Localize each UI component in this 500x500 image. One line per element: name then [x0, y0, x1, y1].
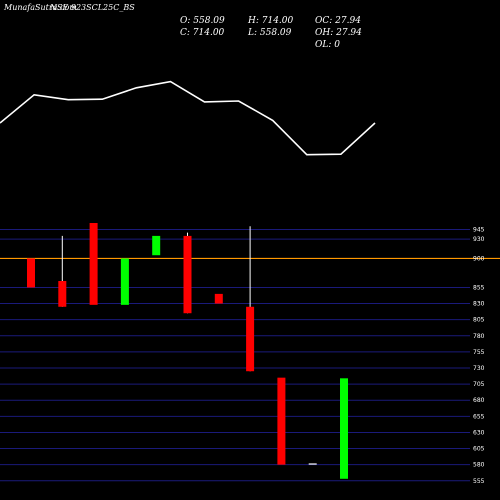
y-tick-label: 855	[473, 284, 485, 291]
candle-layer	[27, 223, 348, 479]
candle-body	[183, 235, 192, 314]
y-tick-label: 630	[473, 429, 485, 436]
candle-body	[120, 258, 129, 305]
y-tick-label: 680	[473, 397, 485, 404]
series-line	[0, 80, 376, 156]
ol-value: OL: 0	[315, 40, 340, 50]
candle-body	[58, 281, 67, 307]
y-tick-label: 730	[473, 365, 485, 372]
watermark: MunafaSutra.com	[3, 3, 77, 12]
oc-value: OC: 27.94	[315, 16, 361, 26]
y-tick-label: 780	[473, 333, 485, 340]
y-tick-label: 705	[473, 381, 485, 388]
low-value: L: 558.09	[247, 28, 292, 38]
y-tick-label: 755	[473, 349, 485, 356]
y-tick-label: 900	[473, 255, 485, 262]
candle-body	[89, 223, 98, 305]
line-layer	[0, 80, 376, 156]
candle-body	[27, 258, 35, 288]
tick-layer: 945 930 900 855 830 805 780 755 730 705 680 655 630 6…	[473, 226, 485, 484]
y-tick-label: 655	[473, 413, 485, 420]
high-value: H: 714.00	[247, 16, 294, 26]
y-tick-label: 555	[473, 478, 485, 485]
open-value: O: 558.09	[180, 16, 225, 26]
candle-body	[277, 377, 286, 465]
candle-body	[340, 378, 348, 479]
y-tick-label: 830	[473, 301, 485, 308]
y-tick-label: 580	[473, 462, 485, 469]
candle-body	[152, 235, 161, 256]
close-value: C: 714.00	[180, 28, 225, 38]
y-tick-label: 805	[473, 317, 485, 324]
oh-value: OH: 27.94	[315, 28, 362, 38]
y-tick-label: 605	[473, 446, 485, 453]
y-tick-label: 930	[473, 236, 485, 243]
candle-body	[214, 293, 223, 304]
symbol-label: NSE 923SCL25C_BS	[49, 3, 135, 12]
candle-body	[246, 306, 255, 372]
y-tick-label: 945	[473, 226, 485, 233]
